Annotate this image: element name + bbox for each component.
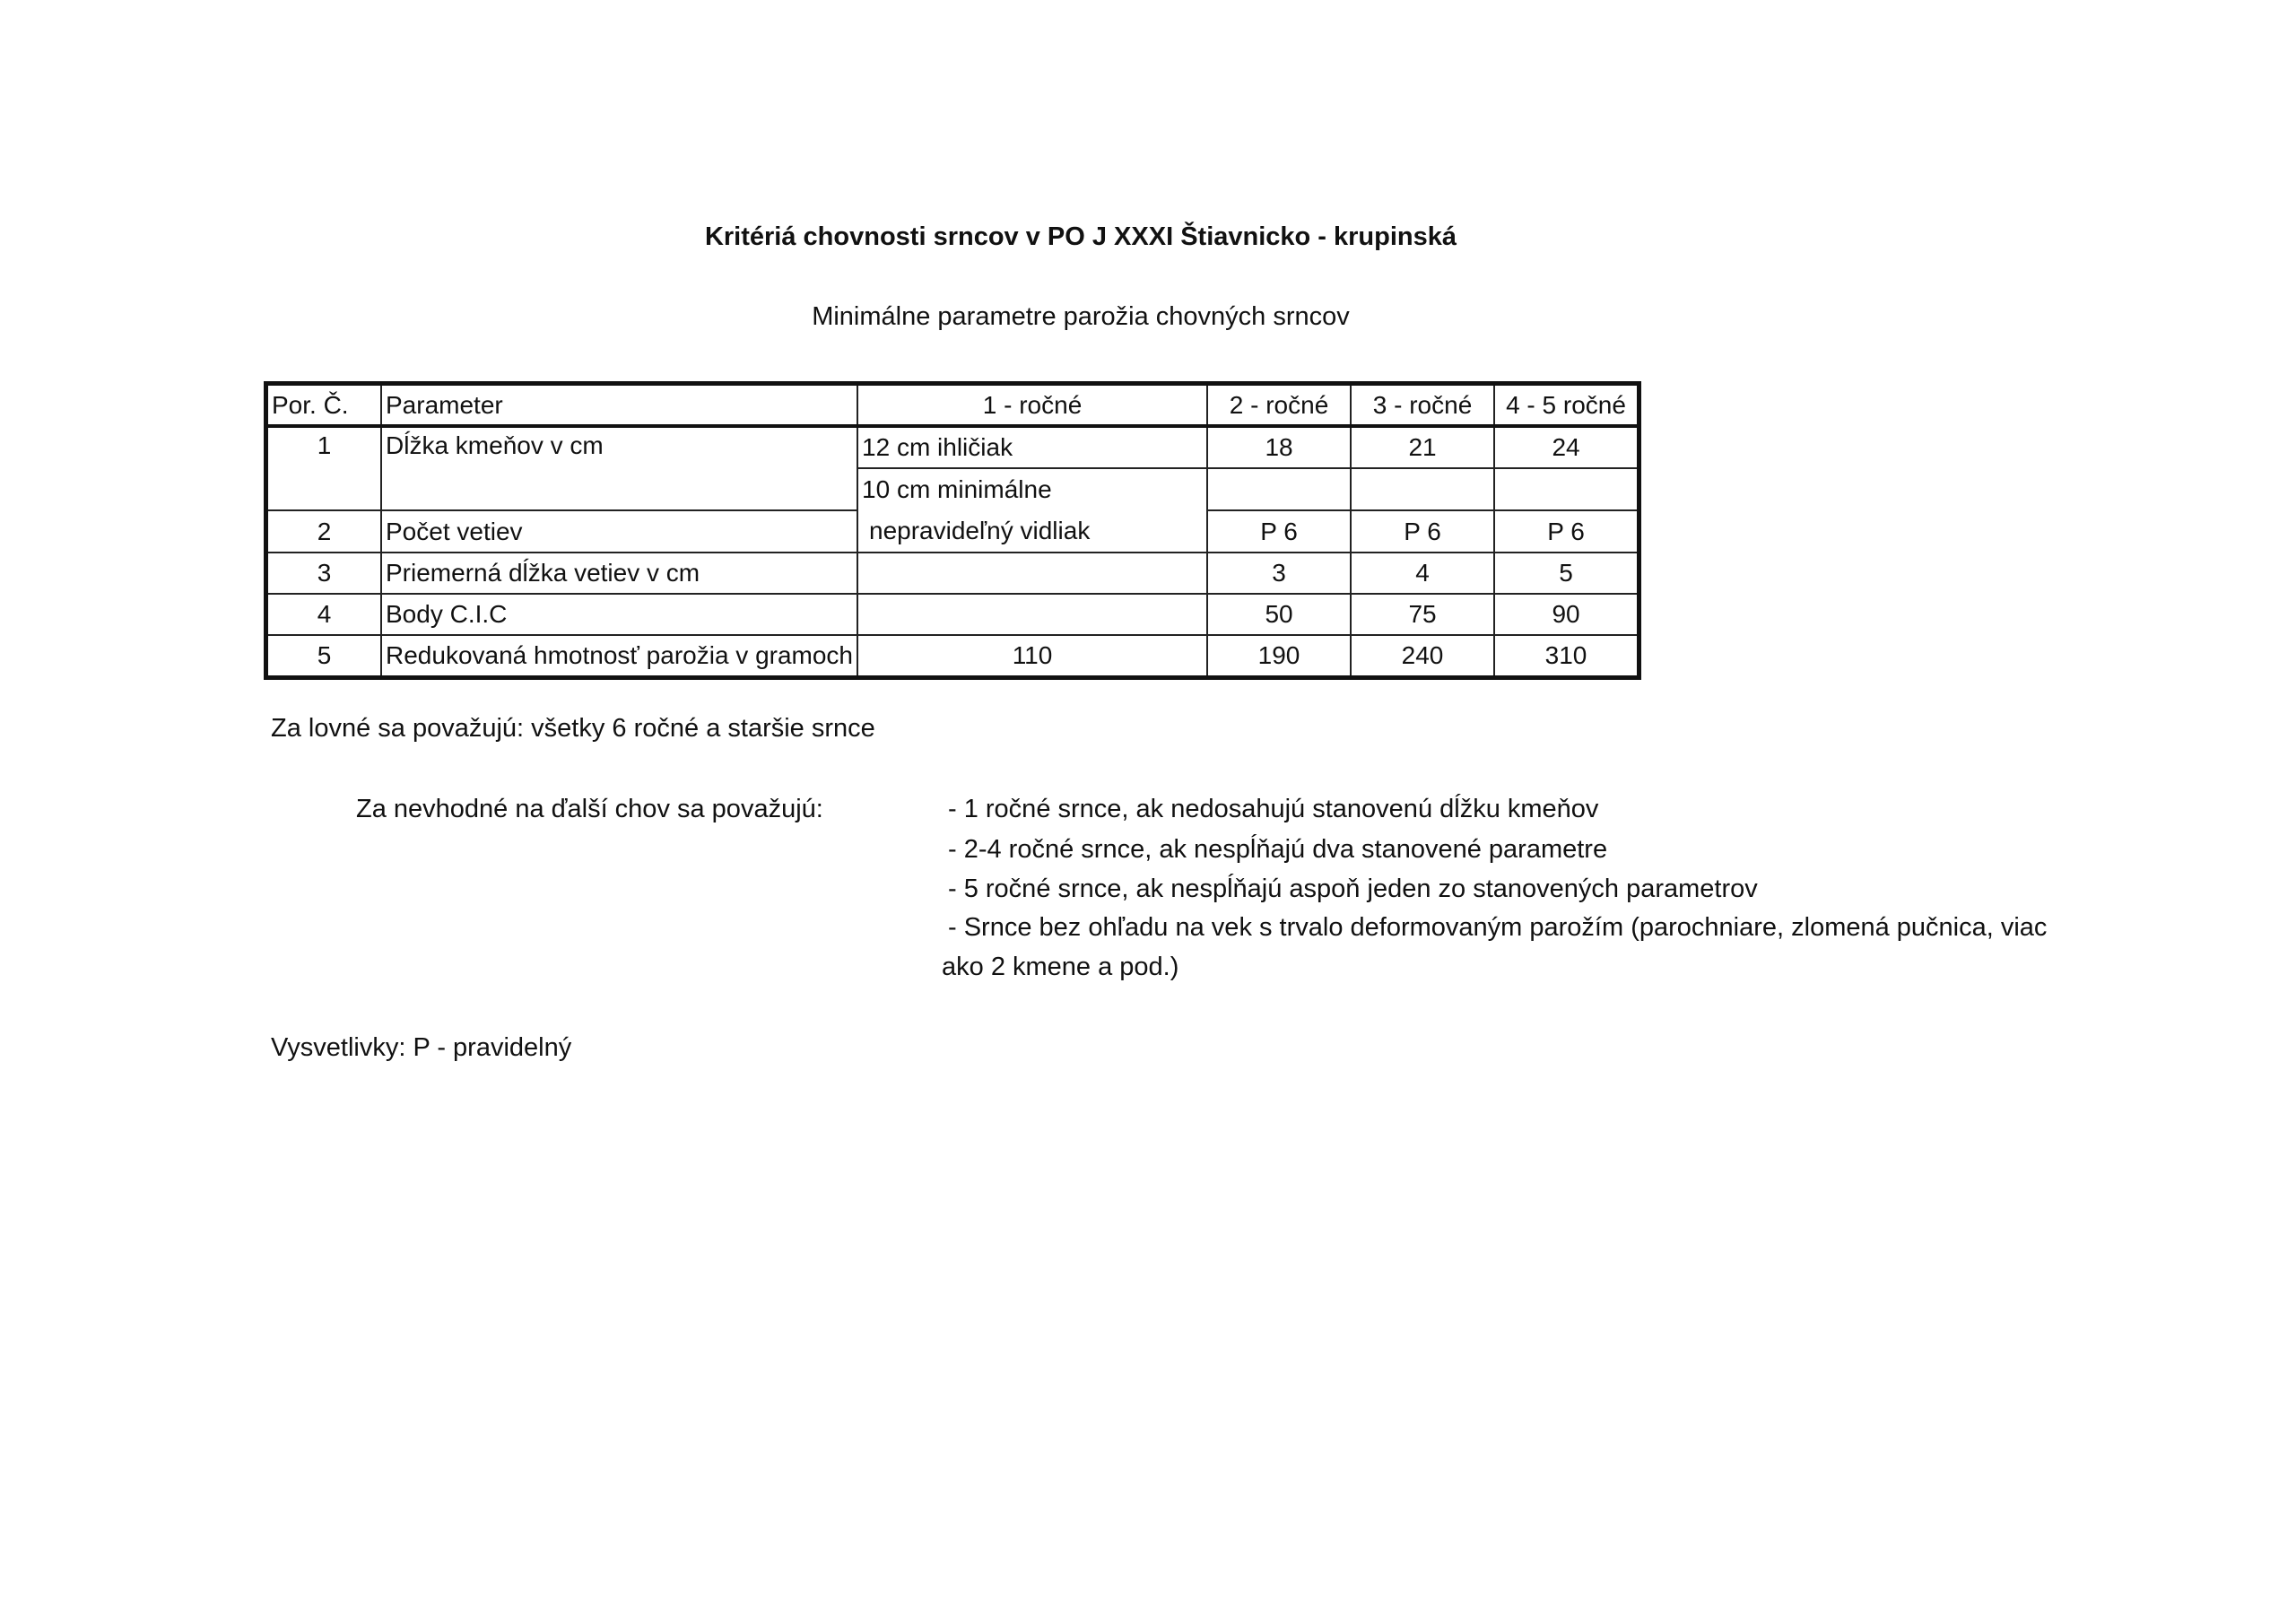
parameter-cell: Priemerná dĺžka vetiev v cm xyxy=(379,552,859,595)
table-row: 2 Počet vetiev P 6 P 6 P 6 xyxy=(265,509,1640,553)
legend-note: Vysvetlivky: P - pravidelný xyxy=(271,1033,572,1062)
value-cell: P 6 xyxy=(1493,509,1640,553)
unsuitable-item: - 5 ročné srnce, ak nespĺňajú aspoň jede… xyxy=(948,875,1758,903)
table-row: 3 Priemerná dĺžka vetiev v cm 3 4 5 xyxy=(265,552,1640,595)
value-cell: 24 xyxy=(1493,425,1640,469)
document-subtitle: Minimálne parametre parožia chovných srn… xyxy=(812,302,1350,331)
table-header-row: Por. Č. Parameter 1 - ročné 2 - ročné 3 … xyxy=(265,382,1640,428)
header-cell: Parameter xyxy=(379,382,859,428)
table-row: 5 Redukovaná hmotnosť parožia v gramoch … xyxy=(265,634,1640,679)
value-cell: 240 xyxy=(1350,634,1496,679)
value-cell: 90 xyxy=(1493,593,1640,636)
value-cell: 18 xyxy=(1206,425,1352,469)
parameter-cell: Dĺžka kmeňov v cm xyxy=(379,425,859,511)
value-line: nepravideľný vidliak xyxy=(869,517,1091,544)
huntable-note: Za lovné sa považujú: všetky 6 ročné a s… xyxy=(271,714,875,743)
row-number: 2 xyxy=(265,509,382,553)
parameter-cell: Body C.I.C xyxy=(379,593,859,636)
table-row: 1 Dĺžka kmeňov v cm 12 cm ihličiak 18 21… xyxy=(265,425,1640,511)
value-cell xyxy=(1350,467,1496,511)
value-cell: P 6 xyxy=(1206,509,1352,553)
value-cell xyxy=(857,552,1209,595)
unsuitable-item: - 2-4 ročné srnce, ak nespĺňajú dva stan… xyxy=(948,835,1608,864)
value-cell: 110 xyxy=(857,634,1209,679)
value-cell: 75 xyxy=(1350,593,1496,636)
value-cell: 21 xyxy=(1350,425,1496,469)
value-cell: 190 xyxy=(1206,634,1352,679)
value-cell: 310 xyxy=(1493,634,1640,679)
unsuitable-item: - 1 ročné srnce, ak nedosahujú stanovenú… xyxy=(948,795,1599,823)
unsuitable-item: ako 2 kmene a pod.) xyxy=(942,953,1179,981)
criteria-table: Por. Č. Parameter 1 - ročné 2 - ročné 3 … xyxy=(264,381,1642,680)
value-cell: 10 cm minimálne nepravideľný vidliak xyxy=(857,467,1209,553)
parameter-cell: Počet vetiev xyxy=(379,509,859,553)
header-cell: 4 - 5 ročné xyxy=(1493,382,1640,428)
header-cell: 3 - ročné xyxy=(1350,382,1496,428)
row-number: 4 xyxy=(265,593,382,636)
value-cell xyxy=(1206,467,1352,511)
header-cell: 2 - ročné xyxy=(1206,382,1352,428)
unsuitable-label: Za nevhodné na ďalší chov sa považujú: xyxy=(356,795,823,823)
value-cell: 4 xyxy=(1350,552,1496,595)
parameter-cell: Redukovaná hmotnosť parožia v gramoch xyxy=(379,634,859,679)
row-number: 1 xyxy=(265,425,382,511)
row-number: 5 xyxy=(265,634,382,679)
value-cell: 12 cm ihličiak xyxy=(857,425,1209,469)
table-row: 4 Body C.I.C 50 75 90 xyxy=(265,593,1640,636)
value-cell: 50 xyxy=(1206,593,1352,636)
value-cell: 5 xyxy=(1493,552,1640,595)
header-cell: 1 - ročné xyxy=(857,382,1209,428)
row-number: 3 xyxy=(265,552,382,595)
value-cell: 3 xyxy=(1206,552,1352,595)
value-line: 10 cm minimálne xyxy=(862,475,1052,503)
value-cell xyxy=(857,593,1209,636)
header-cell: Por. Č. xyxy=(265,382,382,428)
unsuitable-item: - Srnce bez ohľadu na vek s trvalo defor… xyxy=(948,913,2048,942)
document-title: Kritériá chovnosti srncov v PO J XXXI Št… xyxy=(704,222,1457,251)
value-cell: P 6 xyxy=(1350,509,1496,553)
value-cell xyxy=(1493,467,1640,511)
table-row: 10 cm minimálne nepravideľný vidliak xyxy=(266,467,1640,553)
